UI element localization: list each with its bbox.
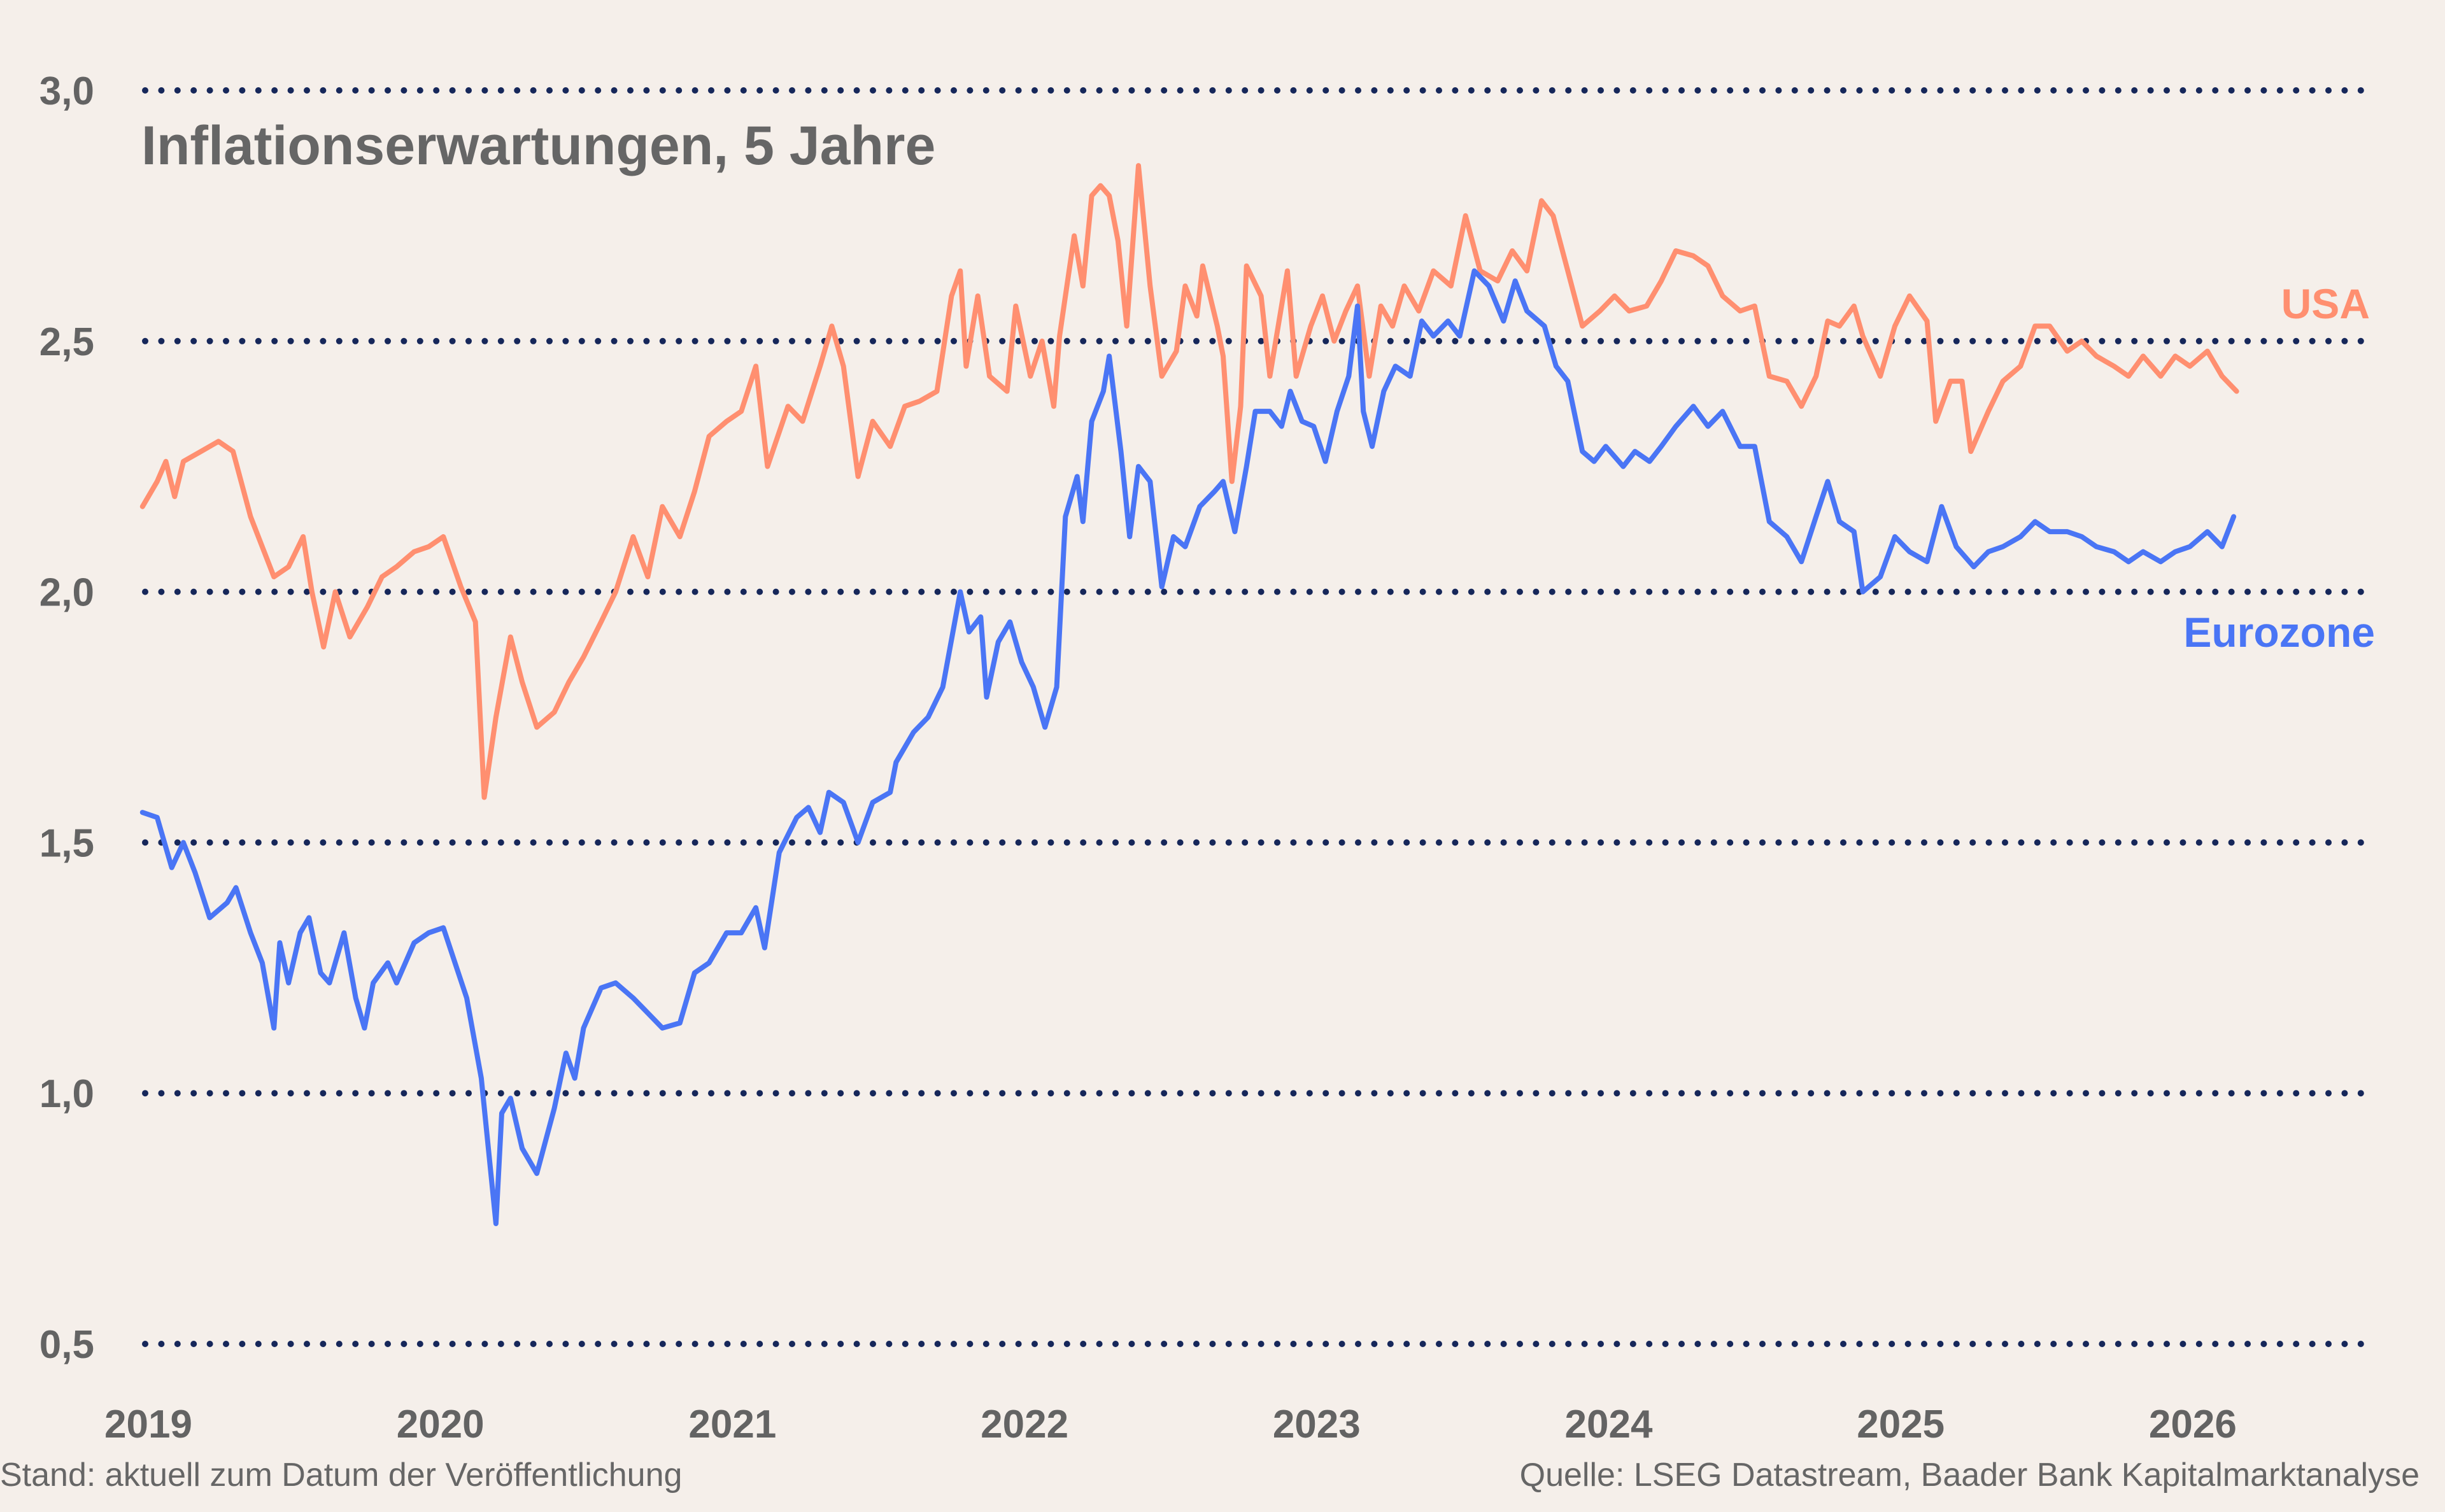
footer-source: Quelle: LSEG Datastream, Baader Bank Kap…	[1520, 1457, 2420, 1494]
x-tick-label: 2022	[981, 1402, 1068, 1446]
gridlines	[142, 87, 2373, 1347]
x-tick-label: 2021	[688, 1402, 776, 1446]
y-tick-label: 1,5	[39, 821, 94, 865]
x-tick-label: 2020	[397, 1402, 485, 1446]
y-tick-label: 2,5	[39, 320, 94, 364]
series-line-eurozone	[139, 268, 2237, 1226]
x-tick-label: 2025	[1857, 1402, 1945, 1446]
y-axis-tick-labels: 3,0 2,5 2,0 1,5 1,0 0,5	[39, 69, 94, 1367]
series-lines	[139, 163, 2239, 1226]
x-tick-label: 2019	[104, 1402, 192, 1446]
series-label-usa: USA	[2281, 280, 2370, 327]
y-tick-label: 1,0	[39, 1072, 94, 1116]
x-tick-label: 2023	[1273, 1402, 1361, 1446]
x-axis-tick-labels: 2019 2020 2021 2022 2023 2024 2025 2026	[104, 1402, 2237, 1446]
footer-status: Stand: aktuell zum Datum der Veröffentli…	[0, 1457, 682, 1494]
series-label-eurozone: Eurozone	[2183, 609, 2375, 656]
x-tick-label: 2026	[2149, 1402, 2237, 1446]
series-line-usa	[139, 163, 2239, 800]
chart-title: Inflationserwartungen, 5 Jahre	[141, 115, 935, 176]
y-tick-label: 0,5	[39, 1323, 94, 1367]
y-tick-label: 2,0	[39, 571, 94, 615]
x-tick-label: 2024	[1565, 1402, 1653, 1446]
y-tick-label: 3,0	[39, 69, 94, 113]
